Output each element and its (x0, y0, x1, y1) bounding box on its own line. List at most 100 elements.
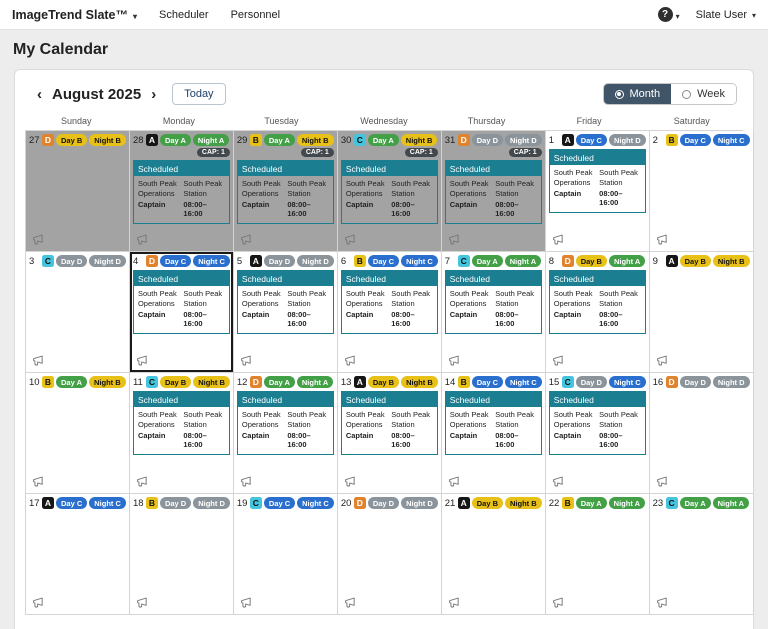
announcement-icon[interactable] (448, 354, 461, 367)
announcement-icon[interactable] (344, 233, 357, 246)
day-cell-3[interactable]: 3 C Day D Night D (26, 252, 130, 373)
day-cell-10[interactable]: 10 B Day A Night B (26, 373, 130, 494)
scheduled-shift-card[interactable]: Scheduled South Peak Operations South Peak… (548, 149, 646, 213)
day-cell-28[interactable]: 28 A Day A Night A CAP: 1 Scheduled South Peak… (129, 131, 234, 252)
scheduled-shift-card[interactable]: Scheduled South Peak Operations South Peak… (548, 391, 646, 455)
day-cell-5[interactable]: 5 A Day D Night D Scheduled South Peak Operat… (233, 252, 338, 373)
platoon-badge: A (561, 134, 574, 146)
day-number: 20 (340, 497, 352, 509)
scheduled-shift-card[interactable]: Scheduled South Peak Operations South Peak… (444, 391, 542, 455)
announcement-icon[interactable] (656, 354, 669, 367)
announcement-icon[interactable] (32, 475, 45, 488)
day-cell-2[interactable]: 2 B Day C Night C (649, 131, 754, 252)
announcement-icon[interactable] (656, 233, 669, 246)
day-cell-7[interactable]: 7 C Day A Night A Scheduled South Peak Operat… (441, 252, 546, 373)
shift-badge: Night D (89, 255, 126, 267)
day-cell-21[interactable]: 21 A Day B Night B (441, 494, 546, 615)
announcement-icon[interactable] (240, 596, 253, 609)
day-cell-9[interactable]: 9 A Day B Night B (649, 252, 754, 373)
scheduled-shift-card[interactable]: Scheduled South Peak Operations South Peak… (548, 270, 646, 334)
shift-station: South Peak Station (599, 410, 638, 429)
shift-time: 08:00–16:00 (391, 430, 415, 450)
scheduled-shift-card[interactable]: Scheduled South Peak Operations South Peak… (132, 160, 230, 224)
day-cell-8[interactable]: 8 D Day B Night A Scheduled South Peak Operat… (545, 252, 650, 373)
day-cell-4[interactable]: 4 D Day C Night C Scheduled South Peak Operat… (129, 252, 234, 373)
announcement-icon[interactable] (552, 596, 565, 609)
day-cell-14[interactable]: 14 B Day C Night C Scheduled South Peak Opera… (441, 373, 546, 494)
announcement-icon[interactable] (448, 475, 461, 488)
shift-time: 08:00–16:00 (183, 430, 207, 450)
shift-badge: Day A (575, 497, 607, 509)
announcement-icon[interactable] (240, 475, 253, 488)
day-cell-22[interactable]: 22 B Day A Night A (545, 494, 650, 615)
view-month-button[interactable]: Month (603, 84, 672, 104)
announcement-icon[interactable] (240, 354, 253, 367)
nav-item-personnel[interactable]: Personnel (230, 8, 281, 21)
scheduled-shift-card[interactable]: Scheduled South Peak Operations South Peak… (340, 391, 438, 455)
day-cell-17[interactable]: 17 A Day C Night C (26, 494, 130, 615)
view-week-button[interactable]: Week (671, 84, 736, 104)
day-cell-29[interactable]: 29 B Day A Night B CAP: 1 Scheduled South Peak… (233, 131, 338, 252)
day-cell-20[interactable]: 20 D Day D Night D (337, 494, 442, 615)
announcement-icon[interactable] (240, 233, 253, 246)
shift-role: Captain (137, 199, 166, 209)
day-cell-header: 17 A Day C Night C (29, 497, 126, 509)
day-cell-23[interactable]: 23 C Day A Night A (649, 494, 754, 615)
announcement-icon[interactable] (656, 596, 669, 609)
announcement-icon[interactable] (552, 354, 565, 367)
scheduled-shift-card[interactable]: Scheduled South Peak Operations South Peak… (236, 270, 334, 334)
announcement-icon[interactable] (344, 354, 357, 367)
day-cell-16[interactable]: 16 D Day D Night D (649, 373, 754, 494)
weekday-monday: Monday (162, 116, 195, 126)
announcement-icon[interactable] (136, 596, 149, 609)
announcement-icon[interactable] (344, 596, 357, 609)
day-cell-15[interactable]: 15 C Day D Night C Scheduled South Peak Opera… (545, 373, 650, 494)
day-number: 21 (444, 497, 456, 509)
announcement-icon[interactable] (448, 596, 461, 609)
day-cell-6[interactable]: 6 B Day C Night C Scheduled South Peak Operat… (337, 252, 442, 373)
day-cell-header: 28 A Day A Night A (133, 134, 230, 146)
announcement-icon[interactable] (552, 233, 565, 246)
today-button[interactable]: Today (172, 83, 226, 105)
day-cell-19[interactable]: 19 C Day C Night C (233, 494, 338, 615)
day-number: 22 (548, 497, 560, 509)
scheduled-shift-card[interactable]: Scheduled South Peak Operations South Peak… (340, 160, 438, 224)
announcement-icon[interactable] (136, 475, 149, 488)
scheduled-shift-card[interactable]: Scheduled South Peak Operations South Peak… (340, 270, 438, 334)
scheduled-shift-card[interactable]: Scheduled South Peak Operations South Peak… (236, 160, 334, 224)
prev-month-button[interactable]: ‹ (31, 86, 48, 103)
announcement-icon[interactable] (32, 354, 45, 367)
scheduled-shift-card[interactable]: Scheduled South Peak Operations South Peak… (444, 270, 542, 334)
scheduled-shift-card[interactable]: Scheduled South Peak Operations South Peak… (236, 391, 334, 455)
shift-badge: Day D (56, 255, 88, 267)
announcement-icon[interactable] (136, 233, 149, 246)
announcement-icon[interactable] (448, 233, 461, 246)
scheduled-shift-card[interactable]: Scheduled South Peak Operations South Peak… (132, 270, 230, 334)
announcement-icon[interactable] (32, 233, 45, 246)
day-cell-31[interactable]: 31 D Day D Night D CAP: 1 Scheduled South Peak… (441, 131, 546, 252)
day-cell-13[interactable]: 13 A Day B Night B Scheduled South Peak Opera… (337, 373, 442, 494)
day-cell-12[interactable]: 12 D Day A Night A Scheduled South Peak Opera… (233, 373, 338, 494)
shift-badge: Day C (56, 497, 88, 509)
brand-menu[interactable]: ImageTrend Slate™ (12, 8, 137, 22)
shift-badge: Night B (296, 134, 334, 146)
scheduled-shift-card[interactable]: Scheduled South Peak Operations South Peak… (444, 160, 542, 224)
help-menu[interactable]: ? (657, 6, 680, 24)
user-menu[interactable]: Slate User (696, 9, 756, 21)
nav-item-scheduler[interactable]: Scheduler (159, 8, 209, 21)
day-cell-header: 12 D Day A Night A (237, 376, 334, 388)
announcement-icon[interactable] (136, 354, 149, 367)
scheduled-shift-card[interactable]: Scheduled South Peak Operations South Peak… (132, 391, 230, 455)
day-cell-1[interactable]: 1 A Day C Night D Scheduled South Peak Operat… (545, 131, 650, 252)
next-month-button[interactable]: › (145, 86, 162, 103)
shift-badge: Day A (263, 134, 295, 146)
day-cell-27[interactable]: 27 D Day B Night B (26, 131, 130, 252)
announcement-icon[interactable] (552, 475, 565, 488)
day-cell-18[interactable]: 18 B Day D Night D (129, 494, 234, 615)
announcement-icon[interactable] (344, 475, 357, 488)
announcement-icon[interactable] (656, 475, 669, 488)
announcement-icon[interactable] (32, 596, 45, 609)
day-cell-30[interactable]: 30 C Day A Night B CAP: 1 Scheduled South Peak… (337, 131, 442, 252)
day-cell-11[interactable]: 11 C Day B Night B Scheduled South Peak Opera… (129, 373, 234, 494)
day-cell-header: 13 A Day B Night B (341, 376, 438, 388)
